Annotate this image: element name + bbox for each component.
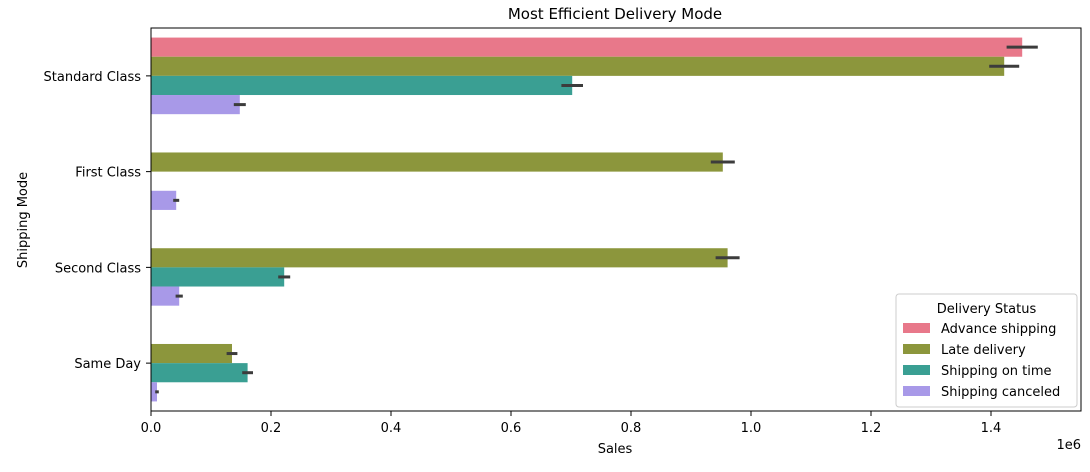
x-tick-label: 1.0 bbox=[741, 421, 762, 436]
bar-same-day-shipping-on-time bbox=[151, 363, 248, 383]
y-tick-label: First Class bbox=[75, 166, 141, 181]
x-tick-label: 0.6 bbox=[501, 421, 522, 436]
legend-swatch-advance-shipping bbox=[903, 323, 930, 333]
bar-standard-class-late-delivery bbox=[151, 56, 1005, 76]
x-tick-label: 0.0 bbox=[141, 421, 162, 436]
y-axis-label: Shipping Mode bbox=[16, 172, 31, 268]
bar-first-class-late-delivery bbox=[151, 152, 723, 172]
chart-title: Most Efficient Delivery Mode bbox=[508, 5, 722, 23]
plot-frame bbox=[150, 27, 1082, 412]
y-tick-label: Standard Class bbox=[44, 70, 142, 85]
bar-standard-class-shipping-canceled bbox=[151, 95, 240, 115]
bars-layer bbox=[151, 37, 1038, 402]
legend-label-shipping-on-time: Shipping on time bbox=[941, 364, 1052, 379]
bar-same-day-shipping-canceled bbox=[151, 382, 157, 402]
bar-second-class-shipping-canceled bbox=[151, 286, 180, 306]
legend-label-shipping-canceled: Shipping canceled bbox=[941, 385, 1060, 400]
legend-swatch-late-delivery bbox=[903, 344, 930, 354]
x-tick-label: 0.4 bbox=[381, 421, 402, 436]
x-axis-label: Sales bbox=[598, 442, 633, 457]
x-tick-label: 1.2 bbox=[861, 421, 882, 436]
axes-layer: 0.0 0.2 0.4 0.6 0.8 1.0 1.2 1.4 Standard Class Fi… bbox=[44, 27, 1082, 436]
legend-items: Advance shipping Late delivery Shipping on… bbox=[903, 322, 1060, 400]
bar-same-day-late-delivery bbox=[151, 343, 232, 364]
x-offset-label: 1e6 bbox=[1056, 438, 1081, 453]
legend-label-late-delivery: Late delivery bbox=[941, 343, 1026, 358]
bar-standard-class-shipping-on-time bbox=[151, 75, 573, 96]
legend-swatch-shipping-canceled bbox=[903, 386, 930, 396]
bar-standard-class-advance-shipping bbox=[151, 37, 1023, 57]
bar-second-class-shipping-on-time bbox=[151, 267, 285, 287]
legend-label-advance-shipping: Advance shipping bbox=[941, 322, 1056, 337]
y-tick-label: Same Day bbox=[74, 357, 141, 372]
bar-first-class-shipping-canceled bbox=[151, 190, 177, 210]
x-tick-label: 0.2 bbox=[261, 421, 282, 436]
x-tick-label: 1.4 bbox=[981, 421, 1002, 436]
legend-title: Delivery Status bbox=[937, 302, 1037, 317]
bar-second-class-late-delivery bbox=[151, 248, 728, 268]
x-tick-label: 0.8 bbox=[621, 421, 642, 436]
legend: Delivery Status Advance shipping Late del… bbox=[895, 293, 1078, 408]
legend-frame bbox=[895, 293, 1078, 408]
y-tick-label: Second Class bbox=[55, 261, 141, 276]
legend-swatch-shipping-on-time bbox=[903, 365, 930, 375]
